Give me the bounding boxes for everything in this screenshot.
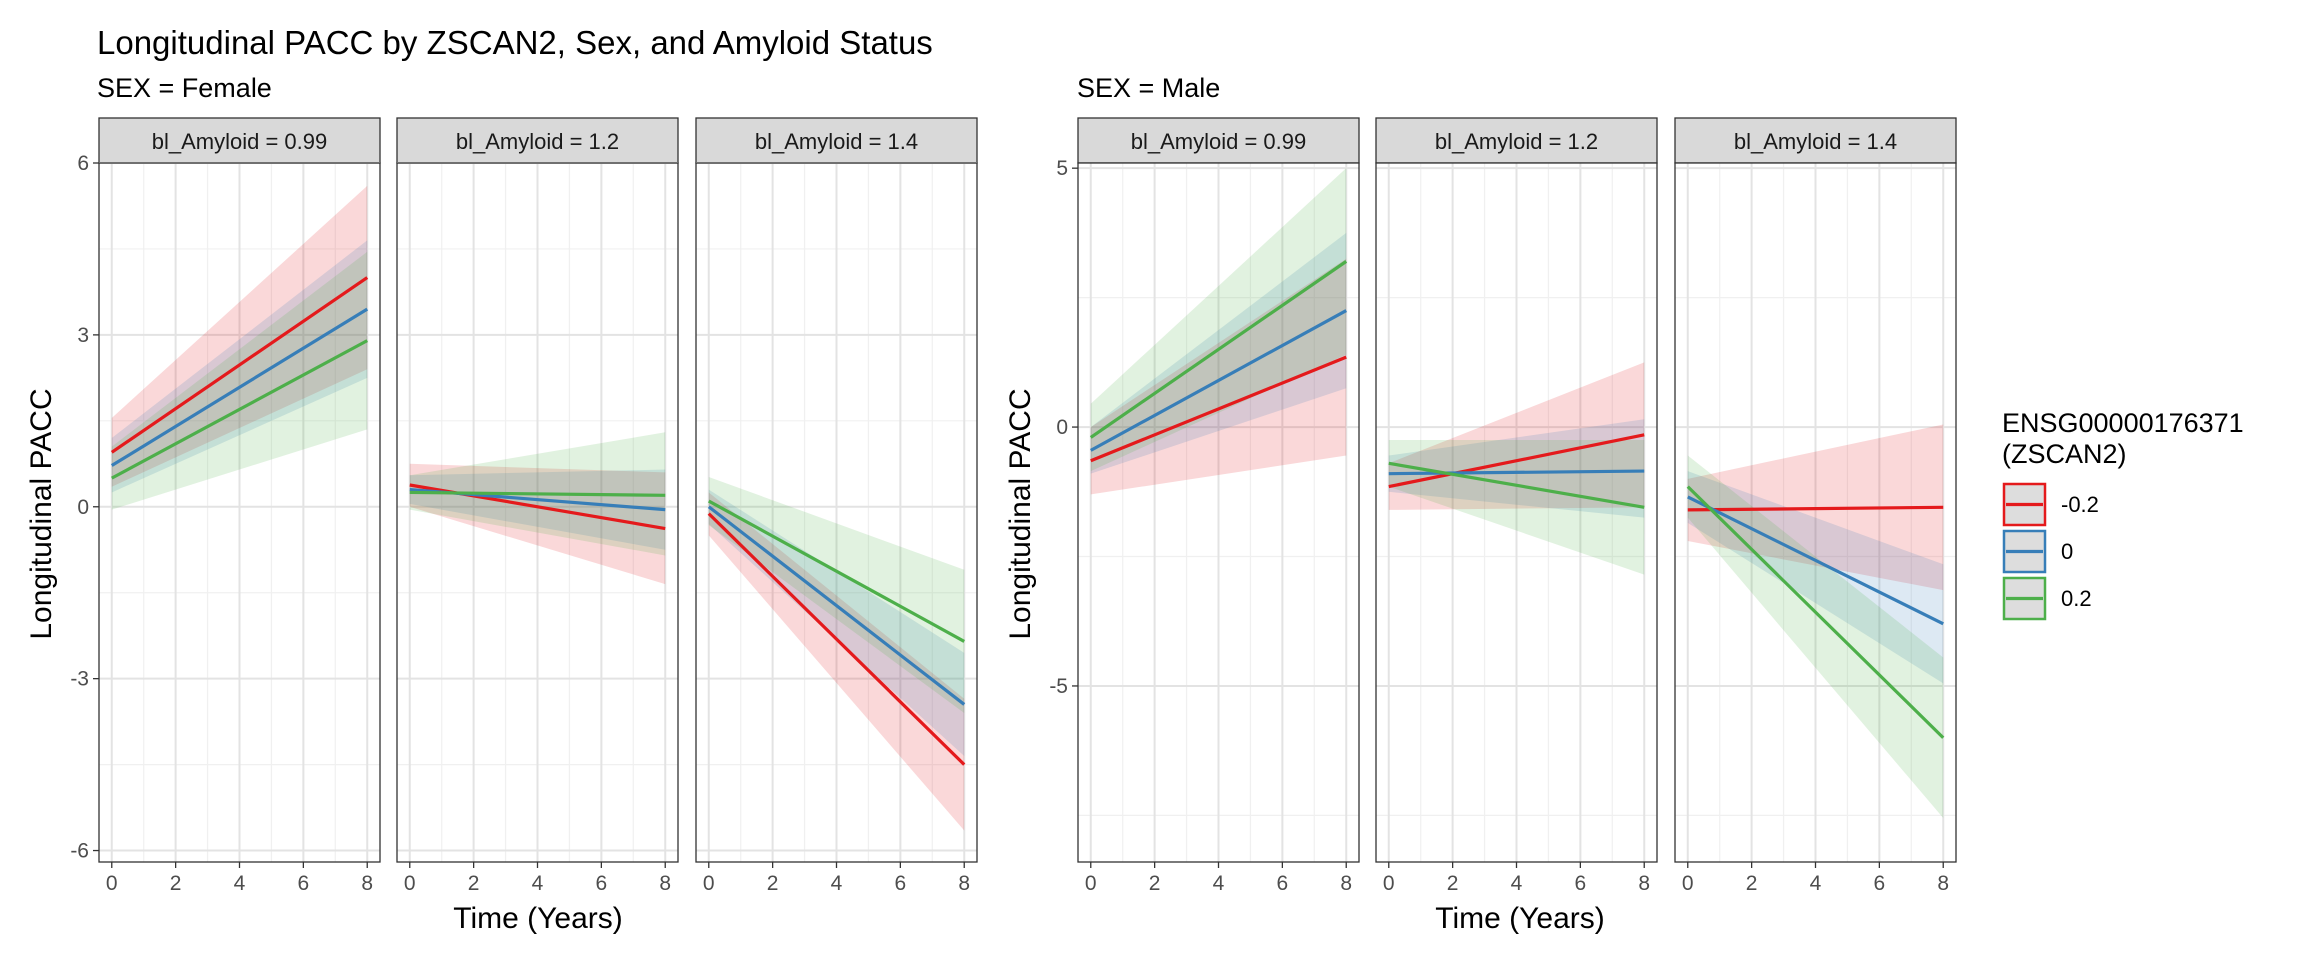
legend-label: -0.2 bbox=[2061, 492, 2099, 517]
series-line bbox=[1686, 485, 1945, 739]
x-tick-label: 6 bbox=[298, 872, 310, 895]
legend-item: 0 bbox=[2002, 529, 2073, 574]
facet-strip bbox=[1674, 117, 1957, 164]
x-tick-label: 8 bbox=[1937, 872, 1949, 895]
x-tick-label: 2 bbox=[1746, 872, 1758, 895]
series-line bbox=[1090, 309, 1347, 452]
x-tick-label: 0 bbox=[1682, 872, 1694, 895]
x-tick-label: 0 bbox=[404, 872, 416, 895]
x-tick-label: 6 bbox=[596, 872, 608, 895]
series-line bbox=[708, 499, 965, 643]
facet-panel: bl_Amyloid = 0.99 0 2 4 6 8 5 0 -5 bbox=[1049, 117, 1360, 895]
series-line bbox=[1687, 505, 1944, 512]
legend-title-line2: (ZSCAN2) bbox=[2002, 439, 2127, 469]
x-tick-label: 2 bbox=[767, 872, 779, 895]
series-line bbox=[409, 490, 666, 497]
series-line bbox=[111, 339, 368, 480]
facet-strip-label: bl_Amyloid = 0.99 bbox=[152, 129, 328, 154]
chart-title: Longitudinal PACC by ZSCAN2, Sex, and Am… bbox=[97, 24, 933, 61]
confidence-ribbon bbox=[1090, 232, 1347, 474]
confidence-ribbon bbox=[1388, 419, 1645, 518]
x-tick-label: 4 bbox=[1213, 872, 1225, 895]
legend-item: 0.2 bbox=[2002, 576, 2092, 621]
y-axis-title-male: Longitudinal PACC bbox=[1004, 388, 1037, 639]
facet-panel: bl_Amyloid = 1.2 0 2 4 6 8 bbox=[1375, 117, 1658, 895]
x-axis-title-male: Time (Years) bbox=[1435, 902, 1604, 935]
series-line bbox=[1090, 355, 1347, 463]
legend: ENSG00000176371 (ZSCAN2) -0.2 0 0.2 bbox=[2002, 408, 2244, 621]
series-line bbox=[707, 512, 966, 766]
confidence-ribbon bbox=[1687, 471, 1944, 684]
series-line bbox=[707, 505, 966, 706]
x-tick-label: 8 bbox=[361, 872, 373, 895]
x-tick-label: 0 bbox=[106, 872, 118, 895]
facet-strip-label: bl_Amyloid = 1.4 bbox=[1734, 129, 1897, 154]
x-tick-label: 6 bbox=[1874, 872, 1886, 895]
facet-panels: bl_Amyloid = 0.990 2 4 6 8630-3-6bl_Amyloid … bbox=[70, 117, 1957, 895]
y-tick-label: -3 bbox=[70, 668, 89, 691]
facet-strip-label: bl_Amyloid = 1.4 bbox=[755, 129, 918, 154]
confidence-ribbon bbox=[409, 469, 666, 550]
y-tick-label: 3 bbox=[77, 324, 89, 347]
y-tick-label: -5 bbox=[1049, 675, 1068, 698]
y-axis-title-female: Longitudinal PACC bbox=[25, 388, 58, 639]
subtitle-female: SEX = Female bbox=[97, 73, 272, 103]
legend-title-line1: ENSG00000176371 bbox=[2002, 408, 2244, 438]
x-tick-label: 2 bbox=[1149, 872, 1161, 895]
x-tick-label: 8 bbox=[958, 872, 970, 895]
legend-label: 0.2 bbox=[2061, 586, 2092, 611]
x-tick-label: 0 bbox=[1085, 872, 1097, 895]
facet-strip bbox=[98, 117, 381, 164]
facet-strip bbox=[396, 117, 679, 164]
x-tick-label: 6 bbox=[895, 872, 907, 895]
x-tick-label: 2 bbox=[170, 872, 182, 895]
x-tick-label: 2 bbox=[1447, 872, 1459, 895]
series-line bbox=[110, 276, 369, 454]
series-line bbox=[1388, 433, 1645, 489]
facet-panel: bl_Amyloid = 1.2 0 2 4 6 8 bbox=[396, 117, 679, 895]
x-tick-label: 0 bbox=[1383, 872, 1395, 895]
x-tick-label: 8 bbox=[659, 872, 671, 895]
facet-strip-label: bl_Amyloid = 1.2 bbox=[1435, 129, 1598, 154]
confidence-ribbon bbox=[111, 185, 368, 487]
x-tick-label: 8 bbox=[1638, 872, 1650, 895]
x-tick-label: 6 bbox=[1277, 872, 1289, 895]
x-axis-title-female: Time (Years) bbox=[453, 902, 622, 935]
subtitle-male: SEX = Male bbox=[1077, 73, 1220, 103]
confidence-ribbon bbox=[1687, 455, 1944, 818]
y-tick-label: 0 bbox=[77, 496, 89, 519]
facet-strip-label: bl_Amyloid = 1.2 bbox=[456, 129, 619, 154]
facet-panel: bl_Amyloid = 1.4 0 2 4 6 8 bbox=[695, 117, 978, 895]
facet-strip bbox=[695, 117, 978, 164]
x-tick-label: 4 bbox=[1810, 872, 1822, 895]
x-tick-label: 4 bbox=[234, 872, 246, 895]
facet-strip bbox=[1077, 117, 1360, 164]
y-tick-label: 0 bbox=[1056, 416, 1068, 439]
y-tick-label: 6 bbox=[77, 152, 89, 175]
x-tick-label: 4 bbox=[831, 872, 843, 895]
series-line bbox=[110, 307, 369, 467]
facet-strip bbox=[1375, 117, 1658, 164]
x-tick-label: 8 bbox=[1340, 872, 1352, 895]
facet-strip-label: bl_Amyloid = 0.99 bbox=[1131, 129, 1307, 154]
legend-item: -0.2 bbox=[2002, 482, 2099, 527]
facet-panel: bl_Amyloid = 0.99 0 2 4 6 8 6 3 0 -3 -6 bbox=[70, 117, 381, 895]
x-tick-label: 4 bbox=[1511, 872, 1523, 895]
y-tick-label: -6 bbox=[70, 840, 89, 863]
series-line bbox=[1388, 469, 1645, 476]
y-tick-label: 5 bbox=[1056, 157, 1068, 180]
series-line bbox=[1089, 260, 1348, 439]
facet-panel: bl_Amyloid = 1.4 0 2 4 6 8 bbox=[1674, 117, 1957, 895]
legend-label: 0 bbox=[2061, 539, 2073, 564]
x-tick-label: 0 bbox=[703, 872, 715, 895]
x-tick-label: 2 bbox=[468, 872, 480, 895]
series-line bbox=[1388, 461, 1645, 509]
x-tick-label: 4 bbox=[532, 872, 544, 895]
x-tick-label: 6 bbox=[1575, 872, 1587, 895]
series-line bbox=[1687, 495, 1944, 626]
